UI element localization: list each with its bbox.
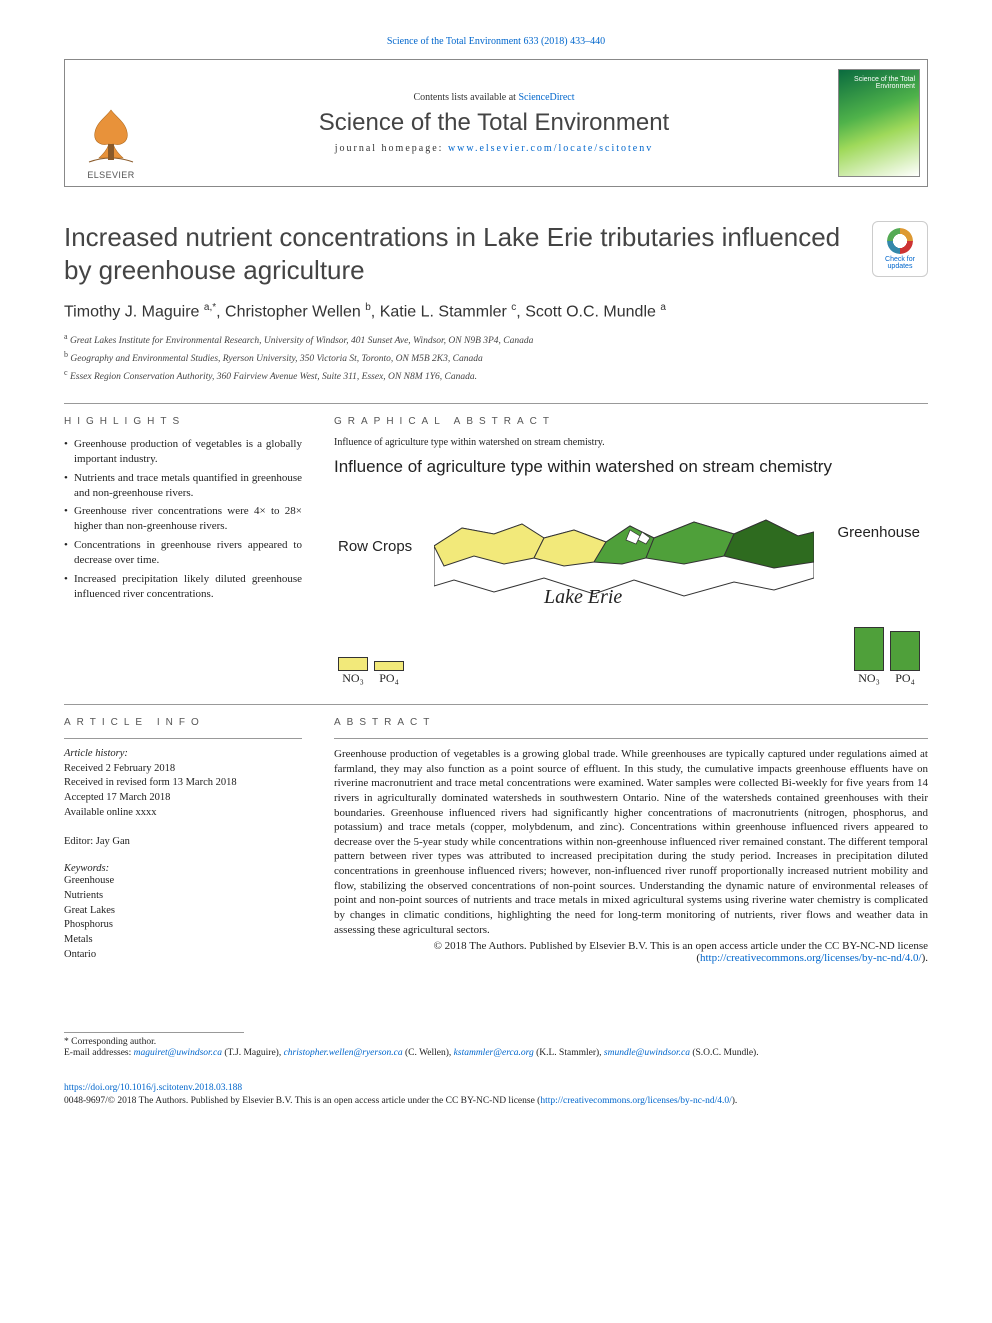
- article-info-col: ARTICLE INFO Article history: Received 2…: [64, 717, 302, 964]
- journal-cover-icon: Science of the Total Environment: [838, 69, 920, 177]
- history-line: Received 2 February 2018: [64, 762, 302, 777]
- article-info-heading: ARTICLE INFO: [64, 717, 302, 728]
- homepage-link[interactable]: www.elsevier.com/locate/scitotenv: [448, 143, 653, 154]
- abs-rule: [334, 738, 928, 739]
- affiliation-line: b Geography and Environmental Studies, R…: [64, 349, 928, 367]
- abstract-text: Greenhouse production of vegetables is a…: [334, 747, 928, 937]
- license-line: © 2018 The Authors. Published by Elsevie…: [334, 940, 928, 964]
- keyword-item: Nutrients: [64, 889, 302, 904]
- ga-bars-right: NO₃ PO₄: [854, 627, 920, 686]
- abstract-heading: ABSTRACT: [334, 717, 928, 728]
- keywords-block: Keywords: GreenhouseNutrientsGreat Lakes…: [64, 863, 302, 962]
- article-history: Article history: Received 2 February 201…: [64, 747, 302, 820]
- masthead-center: Contents lists available at ScienceDirec…: [157, 60, 831, 186]
- cover-title: Science of the Total Environment: [839, 76, 915, 91]
- corresponding-author: * Corresponding author.: [64, 1037, 928, 1047]
- page-root: Science of the Total Environment 633 (20…: [0, 0, 992, 1136]
- rule-2: [64, 704, 928, 705]
- editor-line: Editor: Jay Gan: [64, 835, 302, 850]
- masthead: ELSEVIER Contents lists available at Sci…: [64, 59, 928, 187]
- article-title: Increased nutrient concentrations in Lak…: [64, 221, 854, 286]
- ga-bar-label: NO₃: [342, 671, 364, 686]
- ga-bar: [338, 657, 368, 671]
- journal-name: Science of the Total Environment: [157, 109, 831, 137]
- keyword-item: Ontario: [64, 948, 302, 963]
- graphical-heading: GRAPHICAL ABSTRACT: [334, 416, 928, 427]
- publisher-name: ELSEVIER: [87, 170, 134, 180]
- watershed-map-icon: [434, 508, 814, 600]
- email-link[interactable]: kstammler@erca.org: [454, 1048, 534, 1058]
- ga-label-lake: Lake Erie: [544, 586, 622, 609]
- rule-1: [64, 403, 928, 404]
- highlights-heading: HIGHLIGHTS: [64, 416, 302, 427]
- keyword-item: Metals: [64, 933, 302, 948]
- homepage-prefix: journal homepage:: [335, 143, 448, 154]
- ga-bar: [890, 631, 920, 671]
- contents-line: Contents lists available at ScienceDirec…: [157, 92, 831, 103]
- info-abstract-row: ARTICLE INFO Article history: Received 2…: [64, 717, 928, 964]
- elsevier-logo-icon: [79, 104, 143, 168]
- publisher-block: ELSEVIER: [65, 60, 157, 186]
- keywords-list: GreenhouseNutrientsGreat LakesPhosphorus…: [64, 874, 302, 962]
- abstract-col: ABSTRACT Greenhouse production of vegeta…: [334, 717, 928, 964]
- highlights-row: HIGHLIGHTS Greenhouse production of vege…: [64, 416, 928, 686]
- keyword-item: Greenhouse: [64, 874, 302, 889]
- updates-ring-icon: [887, 228, 913, 254]
- highlight-item: Increased precipitation likely diluted g…: [64, 572, 302, 602]
- highlights-col: HIGHLIGHTS Greenhouse production of vege…: [64, 416, 302, 686]
- ga-bar: [854, 627, 884, 671]
- ga-title: Influence of agriculture type within wat…: [334, 456, 832, 478]
- email-link[interactable]: maguiret@uwindsor.ca: [134, 1048, 222, 1058]
- authors-line: Timothy J. Maguire a,*, Christopher Well…: [64, 302, 928, 321]
- graphical-caption: Influence of agriculture type within wat…: [334, 437, 928, 448]
- citation-link[interactable]: Science of the Total Environment 633 (20…: [387, 36, 605, 47]
- sciencedirect-link[interactable]: ScienceDirect: [518, 92, 574, 103]
- check-updates-button[interactable]: Check forupdates: [872, 221, 928, 277]
- email-addresses: E-mail addresses: maguiret@uwindsor.ca (…: [64, 1048, 928, 1058]
- ga-label-rowcrops: Row Crops: [338, 538, 412, 555]
- ga-bar-label: PO₄: [379, 671, 399, 686]
- keywords-head: Keywords:: [64, 863, 302, 874]
- history-line: Accepted 17 March 2018: [64, 791, 302, 806]
- graphical-figure: Influence of agriculture type within wat…: [334, 456, 928, 686]
- ga-bars-left: NO₃ PO₄: [338, 657, 404, 686]
- license-close: ).: [922, 952, 928, 964]
- license-link[interactable]: http://creativecommons.org/licenses/by-n…: [700, 952, 922, 964]
- highlight-item: Nutrients and trace metals quantified in…: [64, 471, 302, 501]
- highlight-item: Concentrations in greenhouse rivers appe…: [64, 538, 302, 568]
- highlights-list: Greenhouse production of vegetables is a…: [64, 437, 302, 601]
- highlight-item: Greenhouse production of vegetables is a…: [64, 437, 302, 467]
- ai-rule: [64, 738, 302, 739]
- ga-bar-label: PO₄: [895, 671, 915, 686]
- keyword-item: Phosphorus: [64, 918, 302, 933]
- doi-block: https://doi.org/10.1016/j.scitotenv.2018…: [64, 1082, 928, 1108]
- ga-bar-label: NO₃: [858, 671, 880, 686]
- ga-bar: [374, 661, 404, 671]
- history-line: Available online xxxx: [64, 806, 302, 821]
- highlight-item: Greenhouse river concentrations were 4× …: [64, 504, 302, 534]
- email-link[interactable]: christopher.wellen@ryerson.ca: [284, 1048, 403, 1058]
- issn-license-link[interactable]: http://creativecommons.org/licenses/by-n…: [540, 1096, 731, 1106]
- cover-block: Science of the Total Environment: [831, 60, 927, 186]
- graphical-abstract-col: GRAPHICAL ABSTRACT Influence of agricult…: [334, 416, 928, 686]
- ga-label-greenhouse: Greenhouse: [837, 524, 920, 541]
- issn-line: 0048-9697/© 2018 The Authors. Published …: [64, 1095, 928, 1108]
- citation-header: Science of the Total Environment 633 (20…: [64, 36, 928, 47]
- updates-text: Check forupdates: [885, 256, 915, 271]
- email-link[interactable]: smundle@uwindsor.ca: [604, 1048, 690, 1058]
- homepage-line: journal homepage: www.elsevier.com/locat…: [157, 143, 831, 154]
- footer-rule: [64, 1032, 244, 1033]
- keyword-item: Great Lakes: [64, 904, 302, 919]
- history-line: Received in revised form 13 March 2018: [64, 776, 302, 791]
- affiliation-line: a Great Lakes Institute for Environmenta…: [64, 331, 928, 349]
- contents-prefix: Contents lists available at: [413, 92, 518, 103]
- title-row: Increased nutrient concentrations in Lak…: [64, 221, 928, 286]
- doi-link[interactable]: https://doi.org/10.1016/j.scitotenv.2018…: [64, 1083, 242, 1093]
- affiliation-line: c Essex Region Conservation Authority, 3…: [64, 367, 928, 385]
- history-head: Article history:: [64, 747, 302, 762]
- affiliations: a Great Lakes Institute for Environmenta…: [64, 331, 928, 385]
